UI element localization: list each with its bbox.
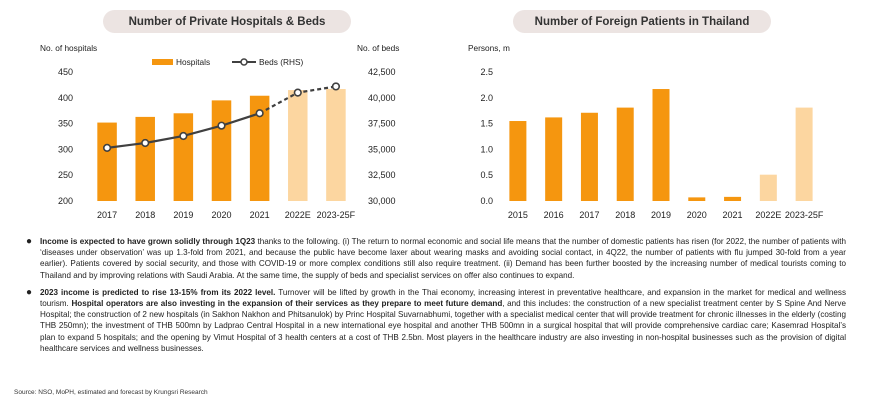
x-tick: 2022E [755, 210, 781, 220]
x-tick: 2019 [651, 210, 671, 220]
y-tick-right: 30,000 [368, 196, 396, 206]
bar-foreign-patients [759, 174, 777, 201]
y-tick-left: 350 [58, 119, 73, 129]
bar-foreign-patients [724, 196, 742, 201]
charts-canvas: No. of hospitals No. of beds 200 250 300 350 4… [40, 43, 824, 220]
point-beds [293, 88, 302, 97]
y-axis-label: Persons, m [468, 43, 510, 53]
bullet-income-1q23: ● Income is expected to have grown solidl… [26, 236, 846, 281]
x-tick: 2018 [615, 210, 635, 220]
bar-hospitals [135, 116, 155, 201]
bullet-income-2023: ● 2023 income is predicted to rise 13-15%… [26, 287, 846, 354]
x-tick-left: 2017 [97, 210, 117, 220]
point-beds [102, 143, 112, 152]
y-tick: 2.0 [480, 93, 493, 103]
y-tick-left: 250 [58, 170, 73, 180]
chart-title-foreign-patients: Number of Foreign Patients in Thailand [513, 10, 771, 33]
y-tick-left: 200 [58, 196, 73, 206]
bar-foreign-patients [545, 117, 563, 201]
x-tick-left: 2019 [173, 210, 193, 220]
point-beds [217, 121, 226, 130]
y-tick: 0.0 [480, 196, 493, 206]
source-note: Source: NSO, MoPH, estimated and forecas… [14, 389, 208, 396]
y-tick: 1.0 [480, 144, 493, 154]
y-tick: 2.5 [480, 67, 493, 77]
bar-foreign-patients [688, 197, 706, 201]
legend-label-hospitals: Hospitals [176, 57, 210, 67]
bar-foreign-patients [795, 107, 813, 201]
bullet-dot: ● [26, 236, 33, 247]
y-tick-left: 400 [58, 93, 73, 103]
bar-hospitals [326, 89, 346, 201]
point-beds [255, 109, 264, 118]
point-beds [141, 138, 150, 148]
x-tick-left: 2023-25F [317, 210, 356, 220]
x-tick: 2016 [544, 210, 564, 220]
bar-foreign-patients [616, 107, 634, 201]
bar-hospitals [173, 113, 194, 201]
legend-swatch-hospitals [152, 59, 173, 65]
chart-title-hospitals: Number of Private Hospitals & Beds [103, 10, 351, 33]
x-tick-left: 2020 [211, 210, 231, 220]
y-tick-left: 300 [58, 144, 73, 154]
bar-hospitals [288, 90, 308, 201]
bar-foreign-patients [509, 121, 527, 201]
x-tick-left: 2021 [250, 210, 270, 220]
y-tick: 1.5 [480, 119, 493, 129]
legend-swatch-beds-marker [240, 58, 248, 66]
y-tick-right: 37,500 [368, 119, 396, 129]
bullet-1-text: thanks to the following. (i) The return … [40, 237, 846, 280]
y-axis-label-right: No. of beds [357, 43, 399, 53]
bullet-2-text-2: , and this includes: the construction of… [40, 299, 846, 353]
y-tick-right: 42,500 [368, 67, 396, 77]
y-tick-right: 32,500 [368, 170, 396, 180]
x-tick: 2017 [579, 210, 599, 220]
x-tick: 2015 [508, 210, 528, 220]
bar-hospitals [249, 95, 270, 201]
legend-label-beds: Beds (RHS) [259, 57, 303, 67]
bullet-2-bold: 2023 income is predicted to rise 13-15% … [40, 287, 276, 297]
bar-foreign-patients [580, 112, 598, 201]
bullet-2-bold-2: Hospital operators are also investing in… [71, 299, 503, 309]
bar-foreign-patients [652, 89, 670, 201]
x-tick: 2020 [687, 210, 707, 220]
y-axis-label-left: No. of hospitals [40, 43, 97, 53]
point-beds [179, 131, 188, 141]
y-tick-right: 35,000 [368, 144, 396, 154]
x-tick: 2021 [723, 210, 743, 220]
bullet-dot: ● [26, 286, 33, 298]
y-tick-right: 40,000 [368, 93, 396, 103]
bar-hospitals [97, 122, 117, 201]
bar-hospitals [211, 100, 232, 201]
bullet-1-bold: Income is expected to have grown solidly… [40, 237, 256, 246]
x-tick-left: 2022E [285, 210, 311, 220]
x-tick: 2023-25F [785, 210, 824, 220]
x-tick-left: 2018 [135, 210, 155, 220]
commentary: ● Income is expected to have grown solidl… [26, 236, 846, 354]
y-tick: 0.5 [480, 170, 493, 180]
bullet-2-text: Turnover will be lifted by growth in the… [40, 287, 846, 309]
y-tick-left: 450 [58, 67, 73, 77]
point-beds [331, 82, 341, 91]
